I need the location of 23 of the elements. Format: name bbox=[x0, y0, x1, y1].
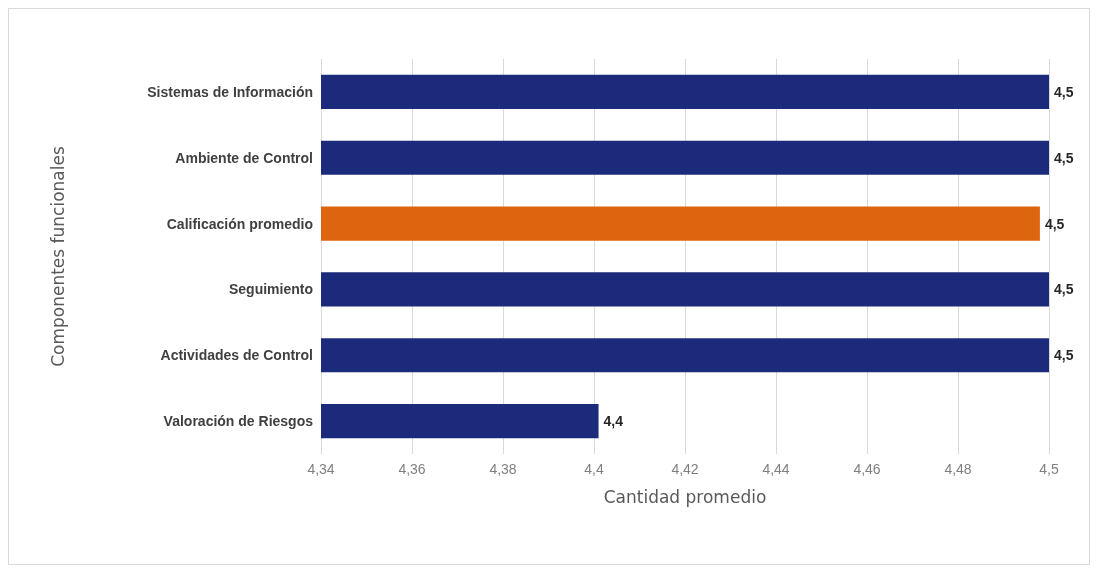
y-tick-label: Actividades de Control bbox=[160, 347, 313, 364]
y-tick-label: Seguimiento bbox=[228, 281, 313, 298]
y-tick-label: Sistemas de Información bbox=[147, 83, 313, 100]
data-label: 4,5 bbox=[1054, 149, 1074, 166]
y-tick-label: Ambiente de Control bbox=[175, 149, 313, 166]
x-tick-label: 4,44 bbox=[762, 461, 790, 477]
x-axis-title: Cantidad promedio bbox=[603, 486, 767, 507]
x-tick-label: 4,46 bbox=[853, 461, 881, 477]
x-tick-label: 4,48 bbox=[944, 461, 972, 477]
x-tick-label: 4,5 bbox=[1039, 461, 1059, 477]
data-label: 4,5 bbox=[1054, 281, 1074, 298]
y-axis-title: Componentes funcionales bbox=[47, 146, 68, 367]
x-tick-label: 4,38 bbox=[489, 461, 517, 477]
x-tick-label: 4,34 bbox=[307, 461, 335, 477]
data-label: 4,5 bbox=[1044, 215, 1065, 232]
y-tick-label: Calificación promedio bbox=[166, 215, 313, 232]
data-label: 4,4 bbox=[603, 413, 624, 430]
data-label: 4,5 bbox=[1054, 83, 1074, 100]
data-label: 4,5 bbox=[1054, 347, 1074, 364]
y-tick-label: Valoración de Riesgos bbox=[163, 413, 314, 430]
x-tick-label: 4,36 bbox=[398, 461, 426, 477]
x-tick-label: 4,4 bbox=[584, 461, 604, 477]
x-tick-label: 4,42 bbox=[671, 461, 699, 477]
